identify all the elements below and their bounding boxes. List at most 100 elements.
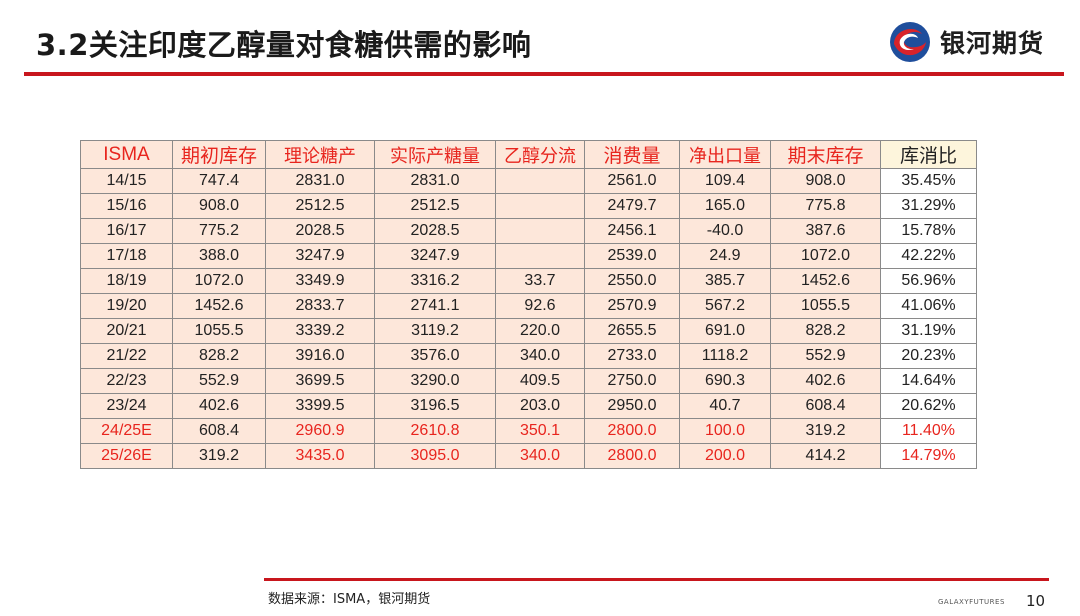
table-cell: 552.9	[770, 343, 881, 369]
table-cell: 1055.5	[770, 293, 881, 319]
col-header-actual-production: 实际产糖量	[374, 140, 496, 169]
table-header-row: ISMA 期初库存 理论糖产 实际产糖量 乙醇分流 消费量 净出口量 期末库存 …	[80, 140, 977, 169]
table-cell: 350.1	[495, 418, 585, 444]
table-cell: 1452.6	[770, 268, 881, 294]
table-cell: 3119.2	[374, 318, 496, 344]
table-cell: 2750.0	[584, 368, 680, 394]
table-cell: 56.96%	[880, 268, 977, 294]
table-cell: 109.4	[679, 168, 771, 194]
table-cell: 17/18	[80, 243, 173, 269]
table-cell: 35.45%	[880, 168, 977, 194]
table-row: 22/23 552.9 3699.5 3290.0 409.5 2750.0 690.3 40…	[80, 368, 977, 394]
page-number: 10	[1026, 592, 1046, 610]
table-cell: 24/25E	[80, 418, 173, 444]
table-cell: 14.79%	[880, 443, 977, 469]
galaxy-swirl-logo-icon	[890, 22, 930, 62]
sugar-balance-table: ISMA 期初库存 理论糖产 实际产糖量 乙醇分流 消费量 净出口量 期末库存 …	[80, 140, 977, 469]
table-cell: 92.6	[495, 293, 585, 319]
table-row: 23/24 402.6 3399.5 3196.5 203.0 2950.0 40.7 608…	[80, 393, 977, 419]
table-cell: 165.0	[679, 193, 771, 219]
table-cell: 340.0	[495, 443, 585, 469]
table-cell: 21/22	[80, 343, 173, 369]
table-cell: 2655.5	[584, 318, 680, 344]
table-cell: 200.0	[679, 443, 771, 469]
table-cell: 16/17	[80, 218, 173, 244]
table-cell: 402.6	[172, 393, 266, 419]
table-cell	[495, 193, 585, 219]
col-header-opening-stock: 期初库存	[172, 140, 266, 169]
table-cell: 690.3	[679, 368, 771, 394]
table-cell: 409.5	[495, 368, 585, 394]
table-cell	[495, 243, 585, 269]
table-cell: 908.0	[172, 193, 266, 219]
table-cell: 1055.5	[172, 318, 266, 344]
table-row: 21/22 828.2 3916.0 3576.0 340.0 2733.0 1118.2 5…	[80, 343, 977, 369]
table-cell: -40.0	[679, 218, 771, 244]
table-cell: 3349.9	[265, 268, 375, 294]
table-cell: 203.0	[495, 393, 585, 419]
table-cell: 2831.0	[374, 168, 496, 194]
table-cell: 3576.0	[374, 343, 496, 369]
col-header-theoretical-production: 理论糖产	[265, 140, 375, 169]
table-cell: 2800.0	[584, 418, 680, 444]
table-cell: 2028.5	[374, 218, 496, 244]
table-cell: 3399.5	[265, 393, 375, 419]
table-cell: 828.2	[172, 343, 266, 369]
table-cell: 2456.1	[584, 218, 680, 244]
col-header-ethanol-diversion: 乙醇分流	[495, 140, 585, 169]
table-cell: 385.7	[679, 268, 771, 294]
table-cell: 14.64%	[880, 368, 977, 394]
table-cell: 608.4	[770, 393, 881, 419]
table-cell: 552.9	[172, 368, 266, 394]
table-cell	[495, 168, 585, 194]
table-cell: 2800.0	[584, 443, 680, 469]
table-cell: 14/15	[80, 168, 173, 194]
table-cell: 3095.0	[374, 443, 496, 469]
table-cell: 2479.7	[584, 193, 680, 219]
col-header-isma: ISMA	[80, 140, 173, 169]
table-cell: 775.2	[172, 218, 266, 244]
table-cell: 908.0	[770, 168, 881, 194]
table-row: 14/15 747.4 2831.0 2831.0 2561.0 109.4 908.0 35…	[80, 168, 977, 194]
table-body: 14/15 747.4 2831.0 2831.0 2561.0 109.4 908.0 35…	[80, 168, 977, 469]
table-cell: 20.62%	[880, 393, 977, 419]
logo-text: 银河期货	[940, 29, 1045, 58]
table-cell: 31.29%	[880, 193, 977, 219]
table-cell: 828.2	[770, 318, 881, 344]
table-cell: 2960.9	[265, 418, 375, 444]
col-header-stock-use-ratio: 库消比	[880, 140, 977, 169]
table-cell: 20.23%	[880, 343, 977, 369]
table-cell: 40.7	[679, 393, 771, 419]
table-cell: 42.22%	[880, 243, 977, 269]
table-cell: 3247.9	[374, 243, 496, 269]
col-header-consumption: 消费量	[584, 140, 680, 169]
table-cell: 3699.5	[265, 368, 375, 394]
table-cell: 41.06%	[880, 293, 977, 319]
table-cell: 319.2	[172, 443, 266, 469]
table-row: 18/19 1072.0 3349.9 3316.2 33.7 2550.0 385.7 14…	[80, 268, 977, 294]
table-cell: 15.78%	[880, 218, 977, 244]
table-cell: 340.0	[495, 343, 585, 369]
table-cell: 567.2	[679, 293, 771, 319]
table-cell: 1072.0	[172, 268, 266, 294]
table-row: 17/18 388.0 3247.9 3247.9 2539.0 24.9 1072.0 42…	[80, 243, 977, 269]
col-header-net-export: 净出口量	[679, 140, 771, 169]
table-cell: 19/20	[80, 293, 173, 319]
footer-brand: GALAXYFUTURES	[938, 598, 1005, 606]
data-source-note: 数据来源：ISMA，银河期货	[268, 592, 431, 607]
table-cell: 691.0	[679, 318, 771, 344]
page-title: 3.2关注印度乙醇量对食糖供需的影响	[36, 28, 532, 62]
table-cell: 23/24	[80, 393, 173, 419]
table-cell: 22/23	[80, 368, 173, 394]
table-cell: 2512.5	[374, 193, 496, 219]
table-cell: 20/21	[80, 318, 173, 344]
table-cell: 1072.0	[770, 243, 881, 269]
table-cell: 388.0	[172, 243, 266, 269]
table-row: 25/26E 319.2 3435.0 3095.0 340.0 2800.0 200.0 4…	[80, 443, 977, 469]
table-cell: 2733.0	[584, 343, 680, 369]
table-cell: 33.7	[495, 268, 585, 294]
table-cell: 1118.2	[679, 343, 771, 369]
table-cell: 24.9	[679, 243, 771, 269]
table-cell: 2741.1	[374, 293, 496, 319]
table-row: 24/25E 608.4 2960.9 2610.8 350.1 2800.0 100.0 3…	[80, 418, 977, 444]
